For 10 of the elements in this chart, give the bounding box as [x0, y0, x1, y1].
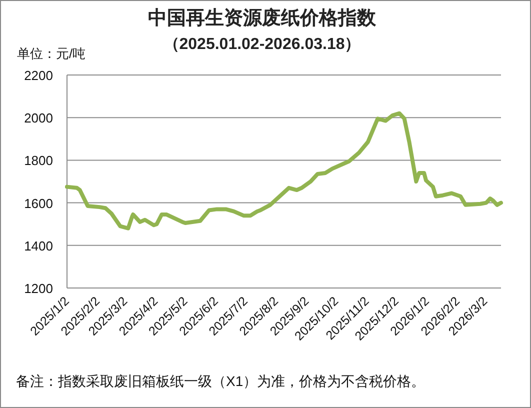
subtitle: （2025.01.02-2026.03.18） [163, 36, 361, 53]
ytick: 1200 [24, 280, 53, 296]
ytick: 2200 [24, 68, 53, 82]
annotation: 备注：指数采取废旧箱板纸一级（X1）为准，价格为不含税价格。 [16, 373, 426, 389]
ytick: 2000 [24, 110, 53, 126]
title: 中国再生资源废纸价格指数 [148, 8, 376, 29]
ytick: 1400 [24, 238, 53, 253]
ytick: 1600 [24, 195, 53, 210]
ytick: 1800 [24, 152, 53, 168]
ylabel: 单位：元/吨 [17, 46, 86, 61]
